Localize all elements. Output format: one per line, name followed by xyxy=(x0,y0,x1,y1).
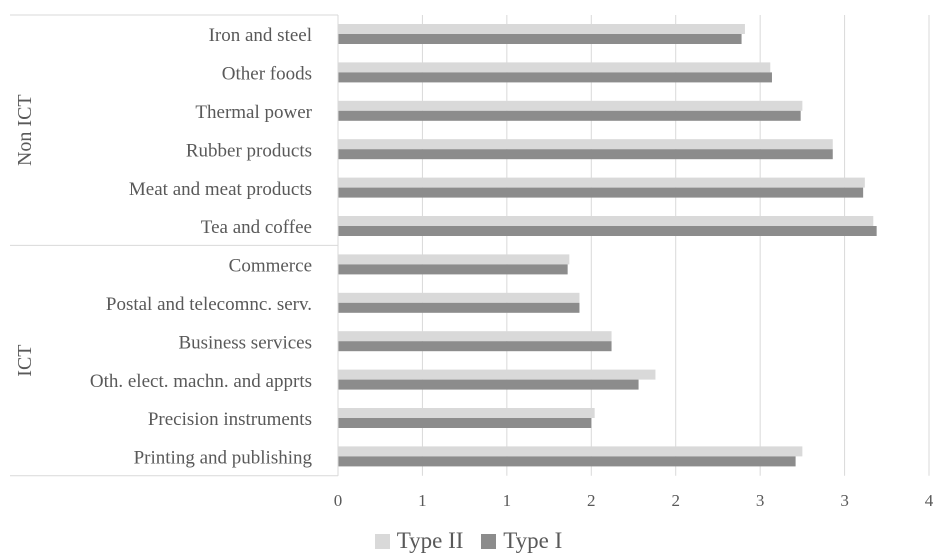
legend-swatch-type-ii xyxy=(374,533,390,549)
bar-type-ii-2 xyxy=(338,100,803,111)
x-tick-label-2: 1 xyxy=(503,491,512,510)
category-label-10: Precision instruments xyxy=(148,409,312,430)
bar-type-i-0 xyxy=(338,34,742,44)
bar-type-ii-3 xyxy=(338,139,833,150)
x-tick-label-6: 3 xyxy=(840,491,849,510)
bar-type-i-3 xyxy=(338,149,833,160)
legend-item-type-i: Type I xyxy=(481,528,562,554)
bar-type-ii-9 xyxy=(338,369,656,380)
category-label-0: Iron and steel xyxy=(209,25,312,46)
bar-type-ii-7 xyxy=(338,292,580,303)
bar-type-i-6 xyxy=(338,264,568,275)
x-tick-label-3: 2 xyxy=(587,491,596,510)
x-tick-label-4: 2 xyxy=(671,491,680,510)
bar-type-ii-4 xyxy=(338,177,865,188)
bar-type-i-7 xyxy=(338,302,580,313)
category-label-2: Thermal power xyxy=(195,102,312,123)
legend-label-type-i: Type I xyxy=(503,528,563,553)
category-label-5: Tea and coffee xyxy=(201,217,312,238)
group-label-non-ict: Non ICT xyxy=(14,94,36,166)
group-label-ict: ICT xyxy=(14,344,36,376)
category-label-6: Commerce xyxy=(229,256,312,277)
category-label-7: Postal and telecomnc. serv. xyxy=(106,294,312,315)
legend-label-type-ii: Type II xyxy=(396,528,464,553)
x-tick-label-5: 3 xyxy=(756,491,765,510)
x-tick-label-1: 1 xyxy=(418,491,427,510)
group-labels: Non ICT ICT xyxy=(14,94,36,376)
category-labels: Iron and steel Other foods Thermal power Ru… xyxy=(90,25,313,468)
bar-type-ii-6 xyxy=(338,254,570,265)
category-label-8: Business services xyxy=(178,332,312,353)
bar-type-ii-11 xyxy=(338,446,803,457)
bar-type-ii-0 xyxy=(338,24,745,34)
bar-type-i-10 xyxy=(338,418,592,428)
category-label-11: Printing and publishing xyxy=(134,448,313,469)
category-label-1: Other foods xyxy=(222,64,312,85)
bar-type-i-2 xyxy=(338,110,801,121)
category-label-4: Meat and meat products xyxy=(129,179,312,200)
bar-type-i-11 xyxy=(338,456,796,467)
bar-type-ii-1 xyxy=(338,62,771,73)
bar-type-i-9 xyxy=(338,379,639,390)
x-tick-label-0: 0 xyxy=(334,491,343,510)
bar-type-ii-5 xyxy=(338,216,874,226)
bar-type-ii-10 xyxy=(338,408,595,418)
bar-type-i-4 xyxy=(338,187,864,198)
x-tick-label-7: 4 xyxy=(925,491,934,510)
x-tick-labels: 0 1 1 2 2 3 3 4 xyxy=(334,491,934,510)
legend-item-type-ii: Type II xyxy=(374,528,464,554)
category-label-3: Rubber products xyxy=(186,140,312,161)
bar-type-i-5 xyxy=(338,226,877,236)
category-label-9: Oth. elect. machn. and apprts xyxy=(90,371,312,392)
legend: Type II Type I xyxy=(0,528,937,555)
group-separators xyxy=(10,14,339,477)
gridlines xyxy=(337,15,930,476)
bar-type-ii-8 xyxy=(338,331,612,342)
legend-swatch-type-i xyxy=(481,533,497,549)
bar-type-i-1 xyxy=(338,72,772,83)
bars xyxy=(338,24,877,467)
bar-type-i-8 xyxy=(338,341,612,352)
